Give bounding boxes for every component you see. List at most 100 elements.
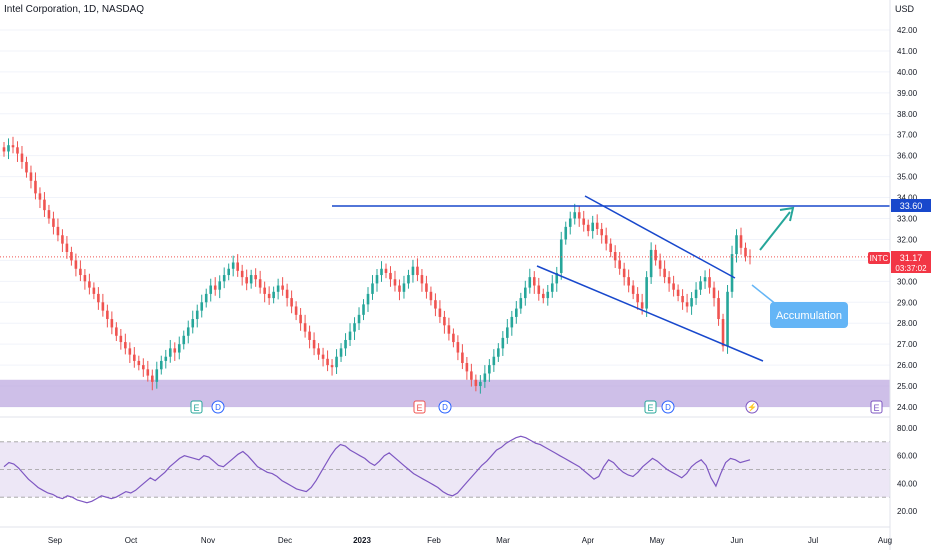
candle-body [667, 277, 671, 284]
candle-body [546, 291, 550, 299]
candle-body [285, 289, 289, 299]
candle-body [627, 277, 630, 286]
candle-body [735, 235, 738, 255]
candle-body [177, 344, 181, 353]
candle-body [7, 145, 10, 152]
candle-body [384, 268, 388, 273]
price-tick: 41.00 [897, 47, 918, 56]
candle-body [726, 291, 729, 347]
candle-body [586, 224, 590, 232]
time-axis[interactable]: Sep Oct Nov Dec 2023 Feb Mar Apr May Jun Jul Aug [48, 536, 892, 545]
candle-body [353, 323, 356, 332]
price-tick: 29.00 [897, 298, 918, 307]
candle-body [636, 293, 639, 303]
wedge-lower-trendline[interactable] [536, 265, 764, 362]
candle-body [326, 358, 329, 366]
svg-text:D: D [442, 403, 448, 412]
last-price-badge: INTC 31.17 03:37:02 [868, 251, 931, 273]
candle-body [344, 339, 347, 349]
rsi-tick: 80.00 [897, 424, 918, 433]
candle-body [79, 268, 82, 276]
candle-body [609, 243, 612, 253]
candle-body [555, 272, 559, 284]
candle-body [631, 285, 635, 294]
candle-body [191, 319, 195, 328]
price-tick: 34.00 [897, 194, 918, 203]
price-tick: 36.00 [897, 152, 918, 161]
candle-body [717, 298, 720, 320]
candle-body [438, 308, 442, 317]
time-tick: Jul [808, 536, 818, 545]
candle-body [245, 277, 248, 284]
candle-body [321, 354, 325, 359]
time-tick: Nov [201, 536, 215, 545]
wedge-upper-trendline[interactable] [584, 195, 736, 279]
candle-body [308, 331, 311, 340]
candle-body [524, 287, 527, 299]
candle-body [2, 147, 6, 152]
candle-body [263, 287, 266, 294]
candle-body [461, 352, 464, 364]
candle-body [34, 180, 37, 194]
candle-body [483, 373, 487, 382]
candle-body [164, 356, 168, 361]
svg-text:E: E [416, 403, 422, 413]
candle-body [312, 339, 316, 349]
candle-body [74, 260, 78, 269]
candle-body [299, 314, 302, 324]
resistance-price-label: 33.60 [900, 201, 923, 211]
candle-body [577, 212, 581, 219]
candle-body [362, 304, 365, 315]
time-tick: Dec [278, 536, 292, 545]
price-tick: 32.00 [897, 235, 918, 244]
candle-body [559, 239, 563, 273]
candle-body [110, 319, 114, 328]
time-tick: Apr [582, 536, 595, 545]
candle-body [492, 356, 496, 366]
candle-body [528, 277, 532, 288]
rsi-tick: 40.00 [897, 479, 918, 488]
svg-text:E: E [873, 403, 879, 413]
last-price-label: 31.17 [900, 253, 923, 263]
rsi-axis[interactable]: 20.00 40.00 60.00 80.00 [897, 424, 918, 516]
breakout-arrow[interactable] [759, 206, 795, 251]
candle-body [532, 277, 536, 286]
price-tick: 27.00 [897, 340, 918, 349]
candle-body [402, 283, 406, 292]
candle-body [115, 327, 118, 336]
candle-body [672, 283, 675, 290]
candle-body [371, 283, 374, 294]
price-tick: 33.00 [897, 215, 918, 224]
candle-body [16, 147, 19, 154]
candle-body [335, 356, 338, 368]
svg-text:E: E [647, 403, 653, 413]
candle-body [173, 348, 177, 353]
candle-body [510, 316, 514, 328]
candle-body [708, 277, 711, 288]
currency-label: USD [895, 4, 915, 14]
candle-body [416, 266, 419, 276]
candle-body [434, 300, 437, 309]
candle-body [474, 379, 478, 387]
candle-body [591, 222, 595, 232]
price-axis[interactable]: 24.0025.0026.0027.0028.0029.0030.0031.00… [897, 26, 918, 412]
candle-body [694, 289, 698, 299]
accumulation-callout[interactable]: Accumulation [751, 284, 848, 328]
candle-body [92, 287, 96, 294]
candle-body [604, 235, 608, 244]
resistance-price-badge: 33.60 [891, 199, 931, 212]
candle-body [29, 172, 33, 181]
candle-body [443, 316, 446, 326]
candle-body [393, 279, 397, 286]
candle-body [730, 254, 734, 292]
candle-body [712, 287, 716, 299]
candle-body [25, 161, 28, 173]
candle-body [658, 260, 662, 269]
candle-body [407, 275, 410, 284]
candle-body [56, 226, 60, 236]
candle-body [411, 266, 415, 276]
candle-body [640, 302, 644, 309]
price-tick: 42.00 [897, 26, 918, 35]
candle-body [155, 369, 159, 382]
